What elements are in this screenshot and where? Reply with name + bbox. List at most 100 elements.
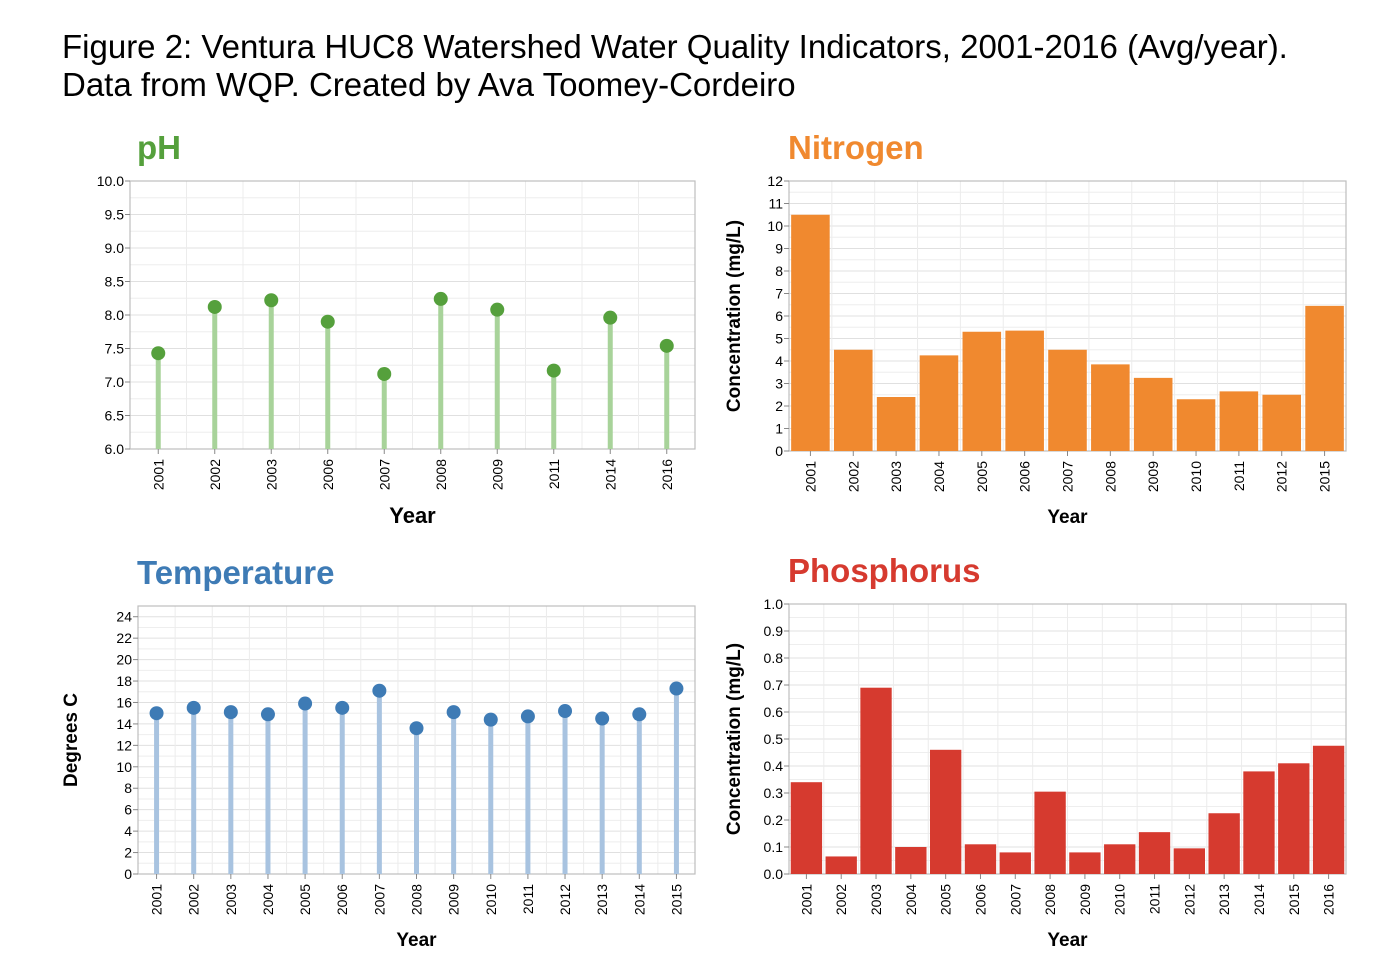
- x-tick-label: 2006: [972, 884, 988, 915]
- y-tick-label: 24: [116, 609, 132, 625]
- temperature-point: [186, 700, 201, 715]
- x-tick-label: 2015: [1286, 884, 1302, 915]
- y-tick-label: 6: [775, 308, 783, 324]
- phosphorus-x-axis-label: Year: [1047, 930, 1088, 951]
- temperature-point: [520, 709, 535, 724]
- x-tick-label: 2003: [263, 459, 279, 490]
- x-tick-label: 2003: [868, 884, 884, 915]
- x-tick-label: 2011: [546, 459, 562, 489]
- y-tick-label: 4: [124, 823, 132, 839]
- phosphorus-bar: [964, 844, 997, 874]
- x-tick-label: 2012: [1274, 461, 1290, 492]
- x-tick-label: 2001: [149, 884, 165, 915]
- x-tick-label: 2006: [1017, 461, 1033, 492]
- y-tick-label: 2: [124, 845, 132, 861]
- x-tick-label: 2009: [446, 884, 462, 915]
- temperature-point: [558, 704, 573, 719]
- ph-point: [490, 302, 505, 317]
- x-tick-label: 2006: [320, 459, 336, 490]
- x-tick-label: 2010: [483, 884, 499, 915]
- ph-point: [151, 346, 166, 361]
- figure-title-line-2: Data from WQP. Created by Ava Toomey-Cor…: [62, 66, 796, 103]
- x-tick-label: 2014: [631, 884, 647, 915]
- x-tick-label: 2009: [489, 459, 505, 490]
- y-tick-label: 4: [775, 353, 783, 369]
- x-tick-label: 2001: [802, 461, 818, 492]
- y-tick-label: 10.0: [97, 173, 124, 189]
- x-tick-label: 2011: [1231, 461, 1247, 491]
- phosphorus-chart-title: Phosphorus: [788, 552, 981, 589]
- x-tick-label: 2010: [1188, 461, 1204, 492]
- ph-x-axis-label: Year: [389, 503, 436, 528]
- temperature-point: [335, 700, 350, 715]
- y-tick-label: 3: [775, 376, 783, 392]
- ph-point: [546, 363, 561, 378]
- y-tick-label: 1.0: [764, 596, 784, 612]
- temperature-x-axis-label: Year: [396, 930, 437, 951]
- nitrogen-bar: [833, 349, 873, 451]
- y-tick-label: 9: [775, 241, 783, 257]
- x-tick-label: 2008: [409, 884, 425, 915]
- y-tick-label: 8.5: [105, 274, 125, 290]
- y-tick-label: 6: [124, 802, 132, 818]
- x-tick-label: 2014: [1251, 884, 1267, 915]
- y-tick-label: 7: [775, 286, 783, 302]
- temperature-point: [632, 707, 647, 722]
- temperature-point: [260, 707, 275, 722]
- phosphorus-bar: [1069, 852, 1101, 874]
- ph-chart-group: 6.0 6.5 7.0 7.5 8.0 8.5 9.0 9.5 10.0 2001 2002 2003…: [97, 173, 696, 528]
- x-tick-label: 2002: [845, 461, 861, 492]
- x-tick-label: 2009: [1145, 461, 1161, 492]
- x-tick-label: 2007: [371, 884, 387, 915]
- ph-point: [207, 299, 222, 314]
- ph-point: [603, 310, 618, 325]
- y-tick-label: 10: [116, 759, 132, 775]
- phosphorus-bar: [860, 687, 892, 874]
- y-tick-label: 0.4: [764, 758, 784, 774]
- x-tick-label: 2002: [186, 884, 202, 915]
- y-tick-label: 20: [116, 652, 132, 668]
- phosphorus-chart-group: 0.0 0.1 0.2 0.3 0.4 0.5 0.6 0.7 0.8 0.9 1.0 2001 200…: [724, 596, 1347, 951]
- y-tick-label: 10: [767, 218, 783, 234]
- x-tick-label: 2008: [1102, 461, 1118, 492]
- nitrogen-chart-title: Nitrogen: [788, 129, 924, 166]
- nitrogen-bar: [1005, 330, 1044, 451]
- x-tick-label: 2012: [1181, 884, 1197, 915]
- y-tick-label: 0: [124, 866, 132, 882]
- figure-title: Figure 2: Ventura HUC8 Watershed Water Q…: [62, 28, 1288, 104]
- phosphorus-bar: [1208, 813, 1240, 874]
- phosphorus-bar: [1104, 844, 1136, 874]
- y-tick-label: 8: [124, 780, 132, 796]
- nitrogen-bar: [1305, 305, 1344, 451]
- phosphorus-bar: [895, 847, 927, 874]
- x-tick-label: 2012: [557, 884, 573, 915]
- nitrogen-bar: [1091, 364, 1130, 451]
- ph-point: [320, 314, 335, 329]
- y-tick-label: 7.5: [105, 341, 125, 357]
- x-tick-label: 2007: [376, 459, 392, 490]
- nitrogen-bar: [791, 214, 830, 451]
- x-tick-label: 2006: [334, 884, 350, 915]
- x-tick-label: 2007: [1007, 884, 1023, 915]
- y-tick-label: 0.2: [764, 812, 784, 828]
- temperature-point: [372, 683, 387, 698]
- y-tick-label: 1: [775, 421, 783, 437]
- temperature-point: [298, 696, 313, 711]
- y-tick-label: 0.1: [764, 839, 784, 855]
- y-tick-label: 22: [116, 630, 132, 646]
- x-tick-label: 2003: [888, 461, 904, 492]
- x-tick-label: 2008: [433, 459, 449, 490]
- x-tick-label: 2005: [974, 461, 990, 492]
- temperature-y-axis-label: Degrees C: [61, 693, 82, 787]
- y-tick-label: 8: [775, 263, 783, 279]
- y-tick-label: 11: [768, 196, 783, 212]
- y-tick-label: 12: [767, 173, 783, 189]
- y-tick-label: 0.9: [764, 623, 784, 639]
- x-tick-label: 2001: [150, 459, 166, 490]
- x-tick-label: 2011: [1147, 884, 1163, 914]
- phosphorus-bar: [1138, 832, 1171, 874]
- phosphorus-bar: [1312, 745, 1345, 874]
